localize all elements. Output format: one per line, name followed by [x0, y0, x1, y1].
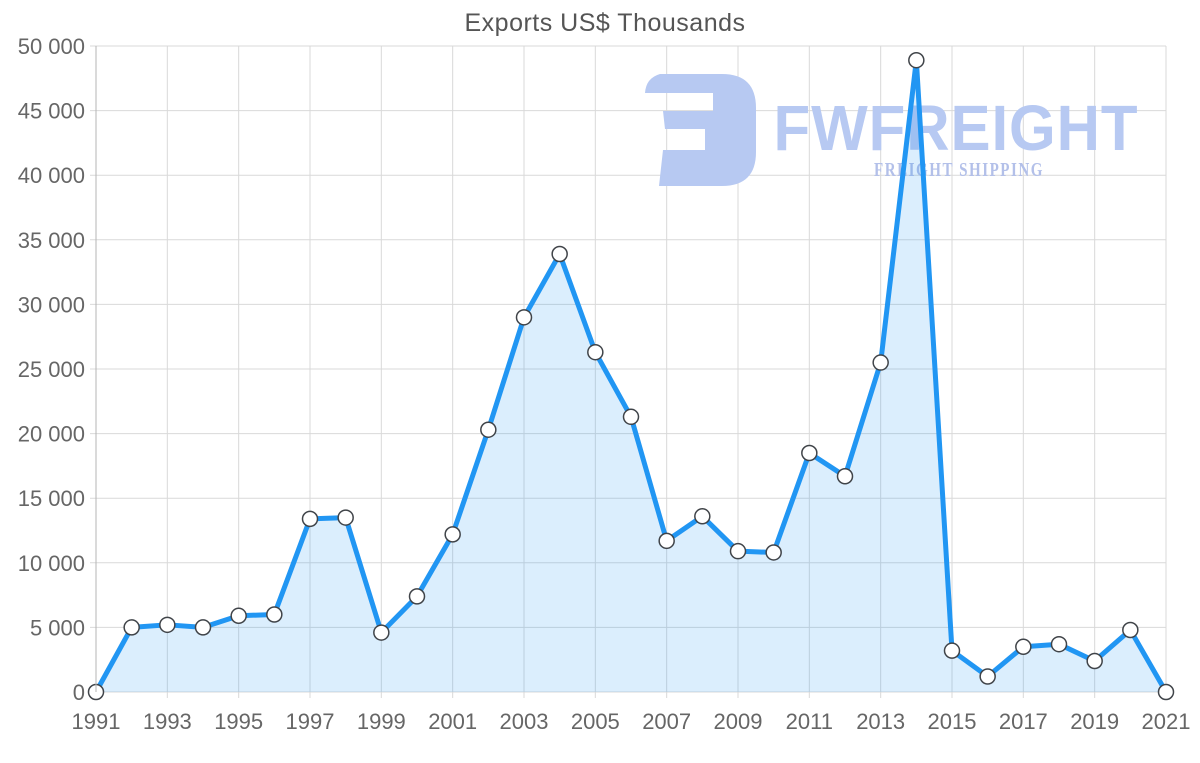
y-tick-label: 15 000	[18, 486, 85, 511]
y-tick-label: 45 000	[18, 99, 85, 124]
data-point-1999[interactable]	[373, 624, 390, 641]
data-point-2015[interactable]	[943, 642, 961, 659]
y-tick-label: 0	[73, 680, 85, 705]
data-point-2009[interactable]	[729, 542, 747, 560]
series-layer	[87, 51, 1175, 701]
y-tick-label: 35 000	[18, 228, 85, 253]
data-point-2007[interactable]	[658, 532, 675, 550]
data-point-2008[interactable]	[694, 508, 711, 525]
data-point-2010[interactable]	[765, 544, 782, 561]
x-tick-label: 2001	[428, 709, 477, 734]
x-tick-label: 2013	[856, 709, 905, 734]
data-point-2002[interactable]	[480, 421, 497, 438]
y-tick-label: 5 000	[30, 615, 85, 640]
x-tick-label: 2021	[1142, 709, 1191, 734]
data-point-2017[interactable]	[1015, 638, 1032, 656]
data-point-2000[interactable]	[408, 588, 426, 605]
data-point-1994[interactable]	[194, 619, 212, 636]
data-point-1997[interactable]	[301, 510, 319, 528]
data-point-2012[interactable]	[836, 467, 854, 485]
y-tick-label: 20 000	[18, 422, 85, 447]
x-tick-label: 1993	[143, 709, 192, 734]
data-point-2013[interactable]	[872, 354, 889, 371]
x-tick-label: 2007	[642, 709, 691, 734]
data-point-2011[interactable]	[801, 444, 818, 462]
fwfreight-logo-icon	[645, 74, 756, 186]
x-tick-label: 1995	[214, 709, 263, 734]
watermark-tagline-text: FREIGHT SHIPPING	[874, 159, 1044, 181]
x-tick-label: 2003	[500, 709, 549, 734]
y-tick-label: 40 000	[18, 163, 85, 188]
y-tick-label: 50 000	[18, 34, 85, 59]
data-point-2006[interactable]	[622, 408, 640, 426]
x-tick-label: 2019	[1070, 709, 1119, 734]
x-tick-label: 2015	[928, 709, 977, 734]
data-point-2018[interactable]	[1050, 635, 1068, 653]
data-point-1995[interactable]	[230, 607, 247, 625]
tick-labels-layer: 0 5 000 10 000 15 000 20 000 25 000 30 000 35 0…	[18, 34, 1191, 734]
data-point-2016[interactable]	[979, 668, 996, 685]
y-tick-label: 25 000	[18, 357, 85, 382]
data-point-2001[interactable]	[444, 526, 461, 543]
x-tick-label: 2009	[714, 709, 763, 734]
data-point-1998[interactable]	[337, 509, 354, 526]
watermark: FWFREIGHT FREIGHT SHIPPING	[645, 74, 1139, 186]
data-point-2005[interactable]	[587, 343, 604, 361]
data-point-1993[interactable]	[159, 616, 176, 634]
chart-title: Exports US$ Thousands	[464, 9, 745, 37]
watermark-brand-text: FWFREIGHT	[774, 92, 1139, 164]
data-point-1992[interactable]	[123, 619, 140, 636]
data-point-2004[interactable]	[551, 245, 568, 263]
x-tick-label: 1991	[72, 709, 121, 734]
x-tick-label: 1999	[357, 709, 406, 734]
data-point-2019[interactable]	[1086, 652, 1103, 670]
x-tick-label: 2017	[999, 709, 1048, 734]
y-tick-label: 10 000	[18, 551, 85, 576]
data-point-2021[interactable]	[1157, 683, 1175, 701]
data-point-2020[interactable]	[1122, 621, 1139, 639]
x-tick-label: 2011	[786, 709, 833, 734]
data-point-1996[interactable]	[266, 606, 283, 623]
data-point-2003[interactable]	[515, 309, 533, 326]
x-tick-label: 2005	[571, 709, 620, 734]
x-tick-label: 1997	[286, 709, 335, 734]
y-tick-label: 30 000	[18, 292, 85, 317]
data-point-2014[interactable]	[908, 51, 925, 69]
